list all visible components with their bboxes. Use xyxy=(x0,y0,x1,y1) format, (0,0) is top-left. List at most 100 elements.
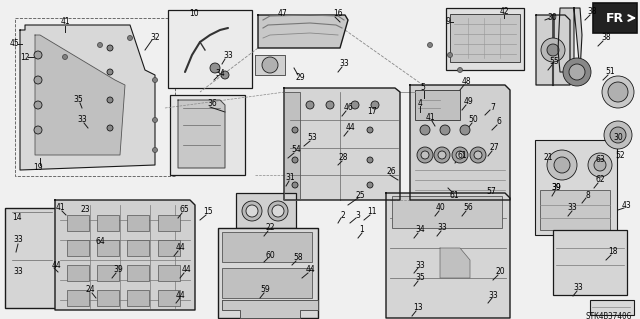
Text: 33: 33 xyxy=(13,235,23,244)
Circle shape xyxy=(474,151,482,159)
Polygon shape xyxy=(536,15,570,85)
Circle shape xyxy=(34,51,42,59)
Text: 6: 6 xyxy=(497,117,501,127)
Text: 42: 42 xyxy=(499,8,509,17)
Text: 4: 4 xyxy=(417,99,422,108)
Circle shape xyxy=(292,127,298,133)
Bar xyxy=(593,3,637,33)
Circle shape xyxy=(610,127,626,143)
Text: 35: 35 xyxy=(415,273,425,283)
Text: 59: 59 xyxy=(260,286,270,294)
Circle shape xyxy=(107,97,113,103)
Polygon shape xyxy=(35,35,125,155)
Circle shape xyxy=(221,71,229,79)
Text: 39: 39 xyxy=(551,183,561,192)
Circle shape xyxy=(602,76,634,108)
Polygon shape xyxy=(284,88,400,200)
Text: 51: 51 xyxy=(605,68,615,77)
Text: 33: 33 xyxy=(223,51,233,61)
Circle shape xyxy=(63,55,67,60)
Circle shape xyxy=(428,42,433,48)
Text: 8: 8 xyxy=(586,190,590,199)
Text: 60: 60 xyxy=(265,250,275,259)
Text: 53: 53 xyxy=(307,133,317,143)
Bar xyxy=(127,265,149,281)
Text: 5: 5 xyxy=(420,84,426,93)
Text: 41: 41 xyxy=(425,114,435,122)
Polygon shape xyxy=(222,300,318,318)
Text: 44: 44 xyxy=(175,243,185,253)
Text: 25: 25 xyxy=(355,190,365,199)
Bar xyxy=(392,196,502,228)
Bar xyxy=(67,290,89,306)
Text: 61: 61 xyxy=(449,190,459,199)
Polygon shape xyxy=(558,8,582,72)
Circle shape xyxy=(460,125,470,135)
Polygon shape xyxy=(284,92,300,200)
Bar xyxy=(553,230,627,295)
Circle shape xyxy=(547,150,577,180)
Circle shape xyxy=(246,205,258,217)
Text: 33: 33 xyxy=(567,204,577,212)
Circle shape xyxy=(420,125,430,135)
Text: 33: 33 xyxy=(573,284,583,293)
Circle shape xyxy=(272,205,284,217)
Circle shape xyxy=(608,82,628,102)
Bar xyxy=(535,140,617,235)
Text: 10: 10 xyxy=(189,10,199,19)
Circle shape xyxy=(447,53,452,57)
Text: 56: 56 xyxy=(463,204,473,212)
Bar xyxy=(97,240,119,256)
Circle shape xyxy=(421,151,429,159)
Bar xyxy=(127,290,149,306)
Text: 21: 21 xyxy=(543,153,553,162)
Text: 15: 15 xyxy=(203,207,213,217)
Circle shape xyxy=(367,127,373,133)
Bar xyxy=(222,268,312,298)
Circle shape xyxy=(440,125,450,135)
Bar xyxy=(158,240,180,256)
Circle shape xyxy=(97,42,102,48)
Polygon shape xyxy=(178,100,225,168)
Circle shape xyxy=(127,35,132,41)
Polygon shape xyxy=(440,248,470,278)
Bar xyxy=(5,208,57,308)
Circle shape xyxy=(563,58,591,86)
Text: 24: 24 xyxy=(85,286,95,294)
Polygon shape xyxy=(258,15,348,48)
Text: 30: 30 xyxy=(547,13,557,23)
Bar xyxy=(67,240,89,256)
Bar xyxy=(540,190,610,230)
Text: 44: 44 xyxy=(176,291,186,300)
Bar xyxy=(415,90,460,120)
Bar xyxy=(446,8,524,70)
Bar xyxy=(158,265,180,281)
Bar xyxy=(97,290,119,306)
Circle shape xyxy=(569,64,585,80)
Circle shape xyxy=(152,147,157,152)
Circle shape xyxy=(417,147,433,163)
Bar xyxy=(127,240,149,256)
Circle shape xyxy=(107,69,113,75)
Text: 16: 16 xyxy=(333,10,343,19)
Text: 41: 41 xyxy=(55,204,65,212)
Text: 41: 41 xyxy=(60,18,70,26)
Bar xyxy=(222,232,312,262)
Text: 49: 49 xyxy=(463,98,473,107)
Bar xyxy=(67,265,89,281)
Circle shape xyxy=(326,101,334,109)
Bar xyxy=(67,215,89,231)
Text: 26: 26 xyxy=(386,167,396,176)
Text: 64: 64 xyxy=(95,238,105,247)
Text: 28: 28 xyxy=(339,153,348,162)
Circle shape xyxy=(107,45,113,51)
Text: 1: 1 xyxy=(360,226,364,234)
Text: 44: 44 xyxy=(345,123,355,132)
Circle shape xyxy=(367,157,373,163)
Circle shape xyxy=(547,44,559,56)
Circle shape xyxy=(541,38,565,62)
Text: 23: 23 xyxy=(80,205,90,214)
Circle shape xyxy=(367,182,373,188)
Text: 22: 22 xyxy=(265,224,275,233)
Text: 3: 3 xyxy=(356,211,360,219)
